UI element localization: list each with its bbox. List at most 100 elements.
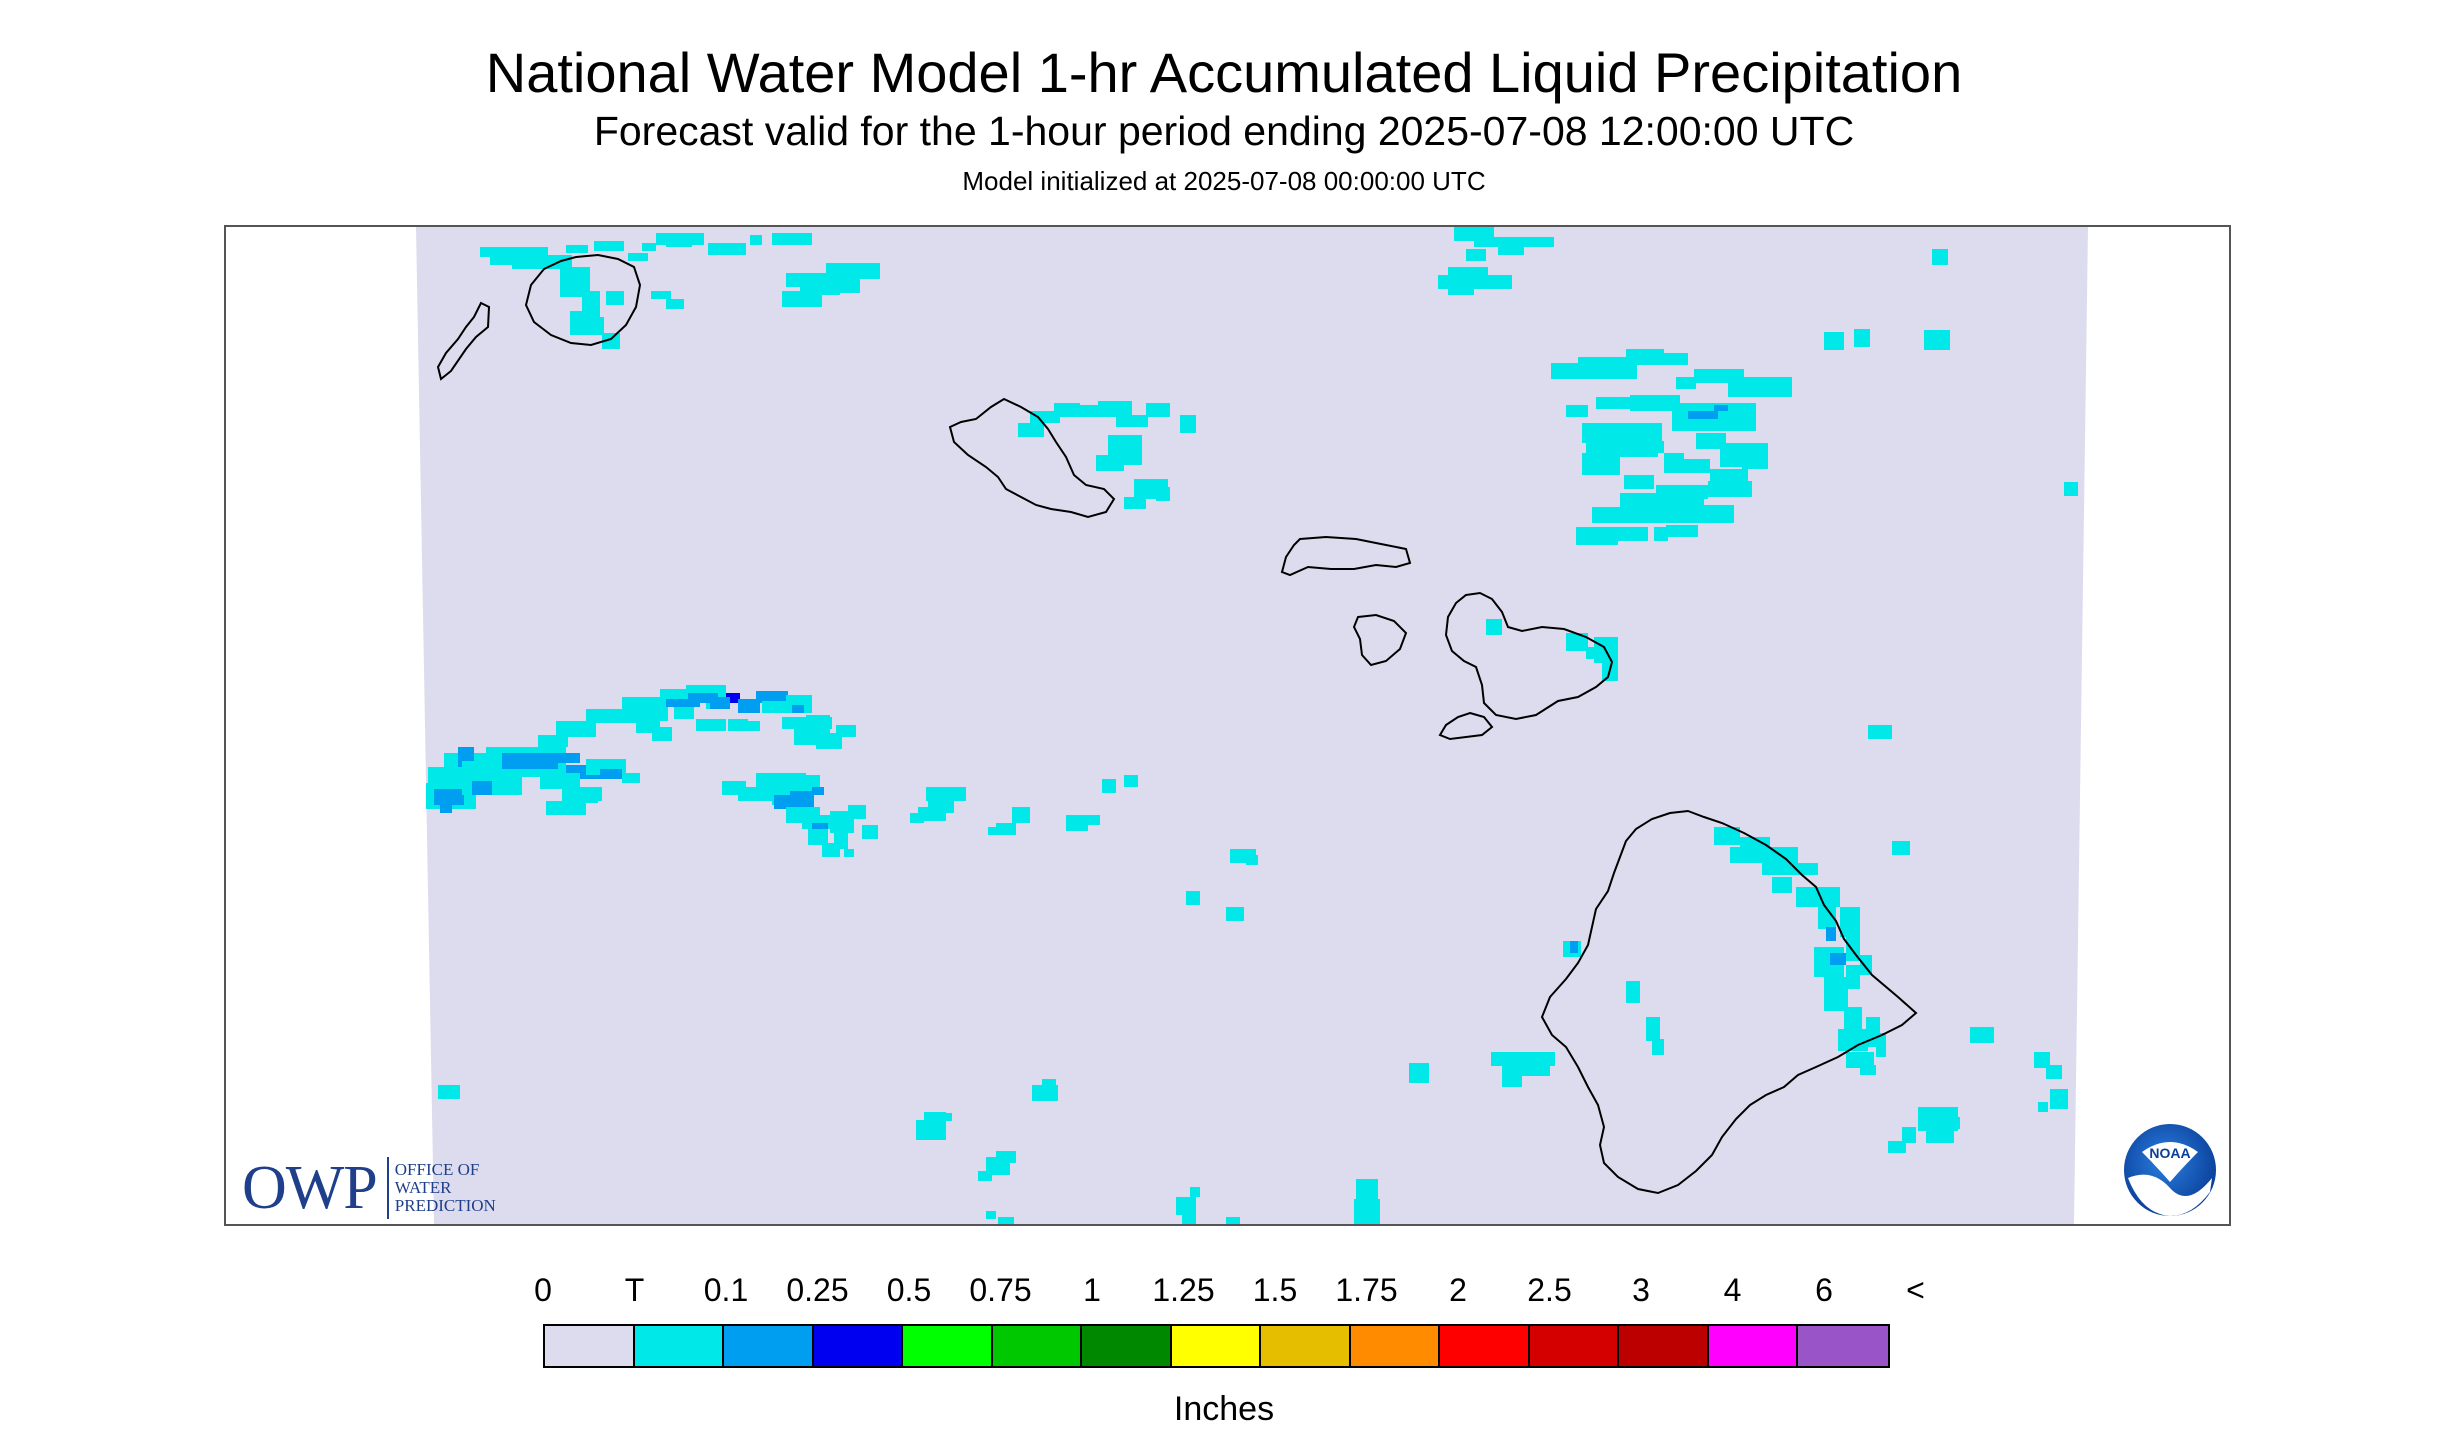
- legend-swatch: [1261, 1326, 1351, 1366]
- owp-logo-line-2: WATER: [394, 1178, 452, 1197]
- precip-cell: [978, 1171, 992, 1181]
- precip-cell: [910, 813, 924, 823]
- precip-cell: [1246, 855, 1258, 865]
- precip-cell: [434, 789, 464, 805]
- legend-label: 1.5: [1252, 1272, 1298, 1308]
- legend-swatch: [545, 1326, 635, 1366]
- precip-cell: [1684, 459, 1710, 473]
- precip-cell: [790, 791, 814, 799]
- precip-cell: [816, 733, 842, 749]
- precip-cell: [1596, 397, 1634, 409]
- precip-cell: [1708, 481, 1752, 497]
- precip-cell: [1860, 1065, 1876, 1075]
- precip-cell: [1586, 647, 1596, 659]
- precip-cell: [1566, 633, 1588, 651]
- precip-cell: [594, 241, 624, 251]
- legend-swatch: [1350, 1326, 1440, 1366]
- precip-cell: [566, 245, 588, 253]
- precip-cell: [1658, 353, 1688, 365]
- precip-cell: [688, 693, 718, 703]
- precip-cell: [2064, 482, 2078, 496]
- chart-title: National Water Model 1-hr Accumulated Li…: [485, 41, 1963, 104]
- precip-cell: [1042, 1079, 1056, 1089]
- legend-label: 0.75: [969, 1272, 1032, 1308]
- precip-cell: [1502, 1066, 1550, 1076]
- precip-cell: [1066, 815, 1088, 831]
- precip-cell: [826, 263, 880, 279]
- precip-cell: [1888, 1141, 1906, 1153]
- precip-cell: [1570, 941, 1578, 953]
- precip-cell: [1838, 1029, 1868, 1051]
- precip-cell: [756, 691, 788, 703]
- precip-cell: [1742, 453, 1768, 469]
- precip-cell: [782, 291, 822, 307]
- precip-cell: [1116, 415, 1148, 427]
- legend-swatch: [1529, 1326, 1619, 1366]
- precip-cell: [1180, 415, 1196, 433]
- legend-labels: 0 T 0.1 0.25 0.5 0.75 1 1.25 1.5 1.75 2 2.5 3 4 6 <: [534, 1272, 1925, 1312]
- legend-label: 3: [1632, 1272, 1650, 1308]
- precip-cell: [1226, 1217, 1240, 1224]
- precip-cell: [1868, 725, 1892, 739]
- owp-logo-line-3: PREDICTION: [394, 1196, 496, 1215]
- precip-cell: [848, 805, 866, 819]
- legend-label: 0.25: [786, 1272, 849, 1308]
- precip-cell: [556, 721, 596, 737]
- precip-cell: [2050, 1089, 2068, 1109]
- precip-cell: [440, 805, 452, 813]
- precip-cell: [1696, 433, 1726, 449]
- precip-cell: [636, 717, 660, 733]
- island-oahu: [948, 397, 1116, 519]
- precip-cell: [1576, 535, 1618, 545]
- precip-cell: [1676, 377, 1696, 389]
- precip-cell: [726, 693, 740, 703]
- precip-cell: [666, 299, 684, 309]
- legend-label: <: [1906, 1272, 1925, 1308]
- legend-label: 0.1: [703, 1272, 749, 1308]
- precip-cell: [602, 333, 620, 349]
- precip-cell: [1012, 807, 1030, 823]
- precip-cell: [746, 721, 760, 731]
- precipitation-layer: [426, 227, 2078, 1224]
- legend-label: 2.5: [1527, 1272, 1572, 1308]
- island-molokai: [1280, 535, 1412, 577]
- precip-cell: [1124, 775, 1138, 787]
- precip-cell: [1636, 505, 1734, 523]
- precip-cell: [1096, 455, 1124, 471]
- legend-units: Inches: [1173, 1390, 1275, 1428]
- precip-cell: [1666, 525, 1698, 537]
- precip-cell: [924, 1112, 946, 1124]
- legend-colorbar: [543, 1324, 1890, 1368]
- precip-cell: [1448, 285, 1474, 295]
- precip-cell: [1762, 847, 1798, 875]
- precip-cell: [1824, 977, 1848, 1011]
- precip-cell: [666, 699, 700, 707]
- precip-cell: [738, 699, 760, 713]
- precip-cell: [1474, 237, 1554, 247]
- island-maui: [1444, 591, 1614, 721]
- precip-cell: [822, 843, 840, 857]
- legend-label: 0.5: [886, 1272, 932, 1308]
- precip-cell: [988, 827, 1004, 835]
- precip-cell: [1830, 953, 1846, 965]
- precip-cell: [696, 719, 726, 731]
- precip-cell: [546, 801, 586, 815]
- precip-cell: [540, 773, 580, 789]
- precip-cell: [1970, 1027, 1994, 1043]
- legend-swatch: [1082, 1326, 1172, 1366]
- precip-cell: [1156, 487, 1170, 501]
- precip-cell: [1932, 249, 1948, 265]
- precip-cell: [512, 255, 572, 269]
- legend-label: T: [624, 1272, 645, 1308]
- precip-cell: [1946, 1117, 1960, 1129]
- precip-cell: [1688, 411, 1718, 419]
- precip-cell: [674, 707, 694, 719]
- precip-cell: [1624, 475, 1654, 489]
- precip-cell: [1714, 405, 1728, 411]
- precip-cell: [996, 1151, 1016, 1163]
- precip-cell: [1798, 863, 1818, 875]
- precip-cell: [808, 829, 828, 845]
- precip-cell: [944, 1113, 952, 1121]
- precip-cell: [1654, 527, 1668, 541]
- precip-cell: [1498, 245, 1524, 255]
